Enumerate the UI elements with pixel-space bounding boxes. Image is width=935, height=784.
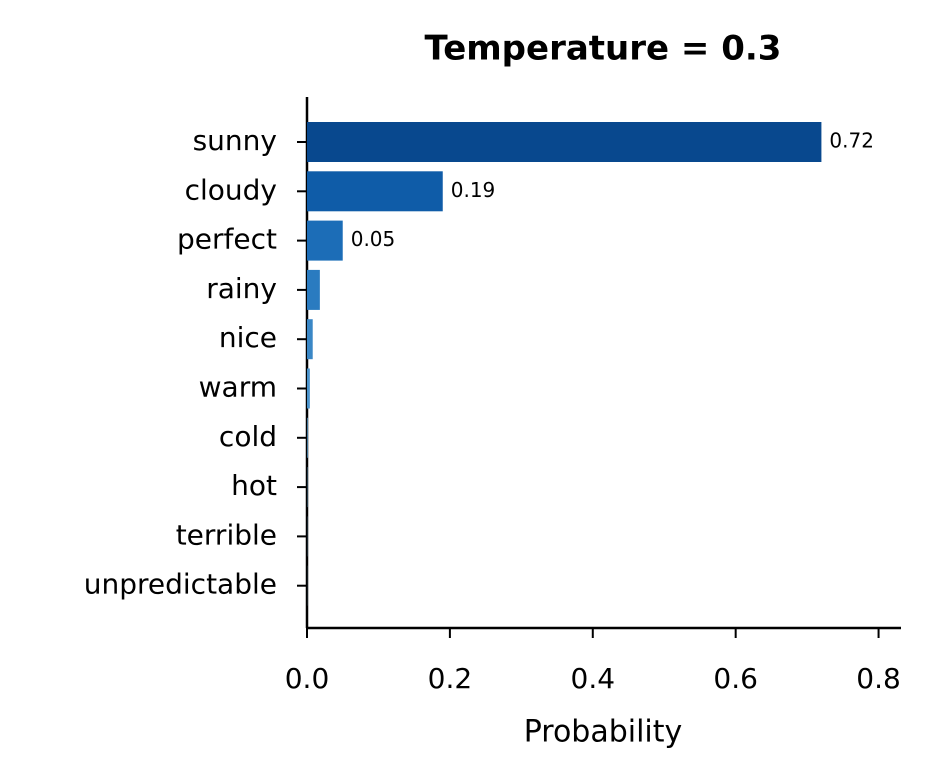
bar xyxy=(307,220,343,261)
value-label: 0.05 xyxy=(351,227,396,251)
y-tick-label: perfect xyxy=(177,223,277,256)
y-tick-label: warm xyxy=(199,371,277,404)
y-tick-label: unpredictable xyxy=(84,568,277,601)
bar xyxy=(307,417,308,458)
value-label: 0.19 xyxy=(451,178,496,202)
y-tick-label: cloudy xyxy=(185,173,277,206)
y-tick-label: rainy xyxy=(206,272,277,305)
x-tick-label: 0.0 xyxy=(285,662,330,695)
chart-title: Temperature = 0.3 xyxy=(425,29,782,69)
x-tick-label: 0.8 xyxy=(856,662,901,695)
y-tick-label: hot xyxy=(231,469,277,502)
y-tick-label: terrible xyxy=(176,518,277,551)
bar xyxy=(307,171,443,212)
bar xyxy=(307,368,310,409)
value-label: 0.72 xyxy=(829,129,874,153)
x-axis-label: Probability xyxy=(524,715,683,750)
y-tick-label: nice xyxy=(219,321,277,354)
x-tick-label: 0.6 xyxy=(713,662,758,695)
x-tick-label: 0.4 xyxy=(571,662,616,695)
y-tick-label: sunny xyxy=(193,124,277,157)
bar xyxy=(307,122,822,162)
bar xyxy=(307,319,313,360)
y-tick-label: cold xyxy=(219,420,277,453)
x-tick-label: 0.2 xyxy=(428,662,473,695)
bar xyxy=(307,269,320,310)
